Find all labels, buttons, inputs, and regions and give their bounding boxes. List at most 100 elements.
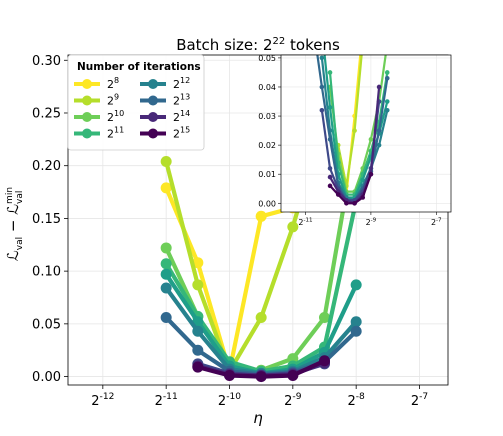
inset-series-line (337, 55, 363, 187)
legend-swatch-marker (148, 79, 158, 89)
y-tick-label: 0.15 (32, 212, 61, 227)
legend-item: 210 (74, 109, 124, 124)
legend-swatch-marker (148, 95, 158, 106)
inset-data-point (384, 75, 390, 81)
data-point (192, 257, 204, 269)
inset-data-point (335, 192, 341, 197)
y-tick-label: 0.25 (32, 106, 61, 121)
inset-series-layer (311, 27, 390, 206)
legend-item: 28 (74, 76, 119, 91)
main-plot-frame (67, 54, 449, 386)
data-point (160, 155, 172, 167)
data-point (160, 242, 172, 254)
legend-item: 213 (140, 93, 190, 108)
inset-y-tick-label: 0.04 (258, 83, 276, 92)
legend-label: 28 (107, 76, 119, 91)
inset-data-point (360, 41, 365, 46)
inset-y-tick-label: 0.02 (258, 141, 276, 150)
inset-plot-frame (280, 54, 452, 213)
legend-swatch-marker (82, 112, 92, 122)
inset-chart: 2-11 2-9 2-7 0.00 0.01 0.02 0.03 0.04 0.05 (258, 27, 452, 227)
inset-data-point (311, 27, 316, 32)
legend-item: 215 (140, 126, 190, 141)
inset-y-tick-label: 0.00 (258, 199, 276, 208)
x-tick-label: 2-9 (284, 392, 302, 409)
inset-data-point (344, 200, 349, 206)
y-tick-label: 0.10 (32, 265, 61, 280)
inset-data-point (360, 27, 365, 32)
x-tick-label: 2-10 (218, 392, 241, 409)
inset-data-point (360, 195, 366, 200)
legend-label: 214 (173, 109, 190, 124)
data-point (350, 316, 362, 328)
inset-data-point (327, 166, 333, 171)
x-axis-label: η (253, 409, 263, 427)
inset-data-point (384, 70, 390, 75)
inset-series-line (328, 72, 389, 196)
inset-data-point (327, 105, 333, 110)
legend-box (67, 54, 205, 151)
inset-x-tick-label: 2-9 (366, 217, 377, 227)
inset-data-point (319, 84, 325, 90)
inset-y-tick-label: 0.05 (258, 54, 276, 63)
inset-y-tick-label: 0.01 (258, 170, 276, 179)
y-tick-label: 0.05 (32, 317, 61, 332)
data-point (224, 370, 235, 382)
inset-data-point (327, 174, 333, 180)
data-point (255, 312, 267, 324)
legend-label: 29 (107, 93, 119, 108)
legend-label: 213 (173, 93, 190, 108)
inset-x-tick-label: 2-7 (431, 217, 442, 227)
y-tick-label: 0.30 (32, 54, 61, 69)
inset-data-point (320, 27, 325, 32)
inset-tick-layer: 2-11 2-9 2-7 0.00 0.01 0.02 0.03 0.04 0.05 (258, 54, 442, 227)
data-point (192, 361, 204, 373)
inset-data-point (327, 137, 333, 142)
inset-data-point (384, 99, 390, 104)
y-label-term-1: ℒ (4, 250, 22, 261)
legend-swatch-marker (148, 112, 158, 122)
y-label-minus: − (4, 215, 22, 237)
legend-swatch-marker (82, 79, 92, 89)
data-point (255, 210, 267, 222)
series-2-17 (192, 355, 330, 383)
inset-data-point (319, 55, 325, 61)
x-tick-label: 2-8 (347, 392, 365, 409)
inset-data-point (368, 137, 374, 142)
inset-data-point (376, 84, 382, 90)
legend-label: 210 (107, 109, 124, 124)
inset-data-point (327, 183, 333, 189)
legend-swatch-marker (82, 95, 92, 106)
main-tick-layer: 2-12 2-11 2-10 2-9 2-8 2-7 0.00 0.05 0.10 0.15 0.2… (32, 54, 428, 409)
data-point (319, 355, 330, 367)
x-tick-label: 2-7 (411, 392, 429, 409)
data-point (160, 258, 172, 270)
data-point (192, 279, 204, 291)
data-point (192, 325, 204, 337)
data-point (319, 312, 330, 324)
data-point (160, 268, 172, 280)
data-point (160, 282, 172, 294)
legend-swatch-marker (82, 128, 92, 139)
y-label-sup-2: min (5, 187, 15, 204)
y-label-sub-1: val (15, 237, 25, 250)
y-label-term-2: ℒ (4, 204, 22, 215)
inset-data-point (352, 128, 357, 133)
inset-data-point (385, 41, 390, 46)
inset-data-point (352, 200, 357, 206)
y-label-sub-2: val (15, 191, 25, 204)
inset-data-point (327, 70, 333, 75)
inset-data-point (376, 128, 382, 133)
legend-label: 212 (173, 76, 190, 91)
data-point (160, 182, 172, 194)
inset-data-point (376, 142, 382, 148)
y-axis-label: ℒval − ℒminval (4, 187, 25, 261)
y-tick-label: 0.20 (32, 159, 61, 174)
chart-title: Batch size: 222 tokens (176, 36, 340, 54)
data-point (350, 325, 362, 337)
data-point (160, 312, 172, 324)
main-series-layer (160, 112, 362, 383)
